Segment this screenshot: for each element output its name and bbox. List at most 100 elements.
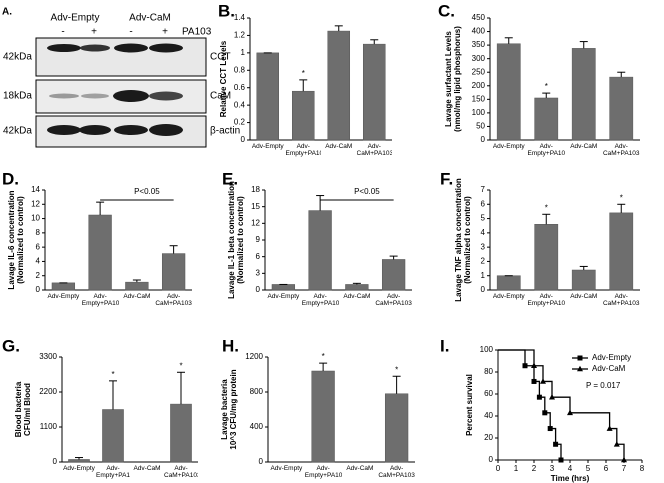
bar xyxy=(308,210,332,291)
bar xyxy=(311,370,335,463)
x-tick-label: Adv-CaM+PA103 xyxy=(375,293,412,308)
survival-line xyxy=(498,349,562,460)
annotation: P = 0.017 xyxy=(586,381,621,390)
x-tick-label-box: Adv-Empty xyxy=(252,143,284,150)
significance-marker: * xyxy=(545,203,548,212)
x-tick-label: Adv-Empty+PA103 xyxy=(301,293,339,308)
significance-marker: * xyxy=(545,82,548,91)
y-tick-label: 12 xyxy=(251,218,260,227)
x-tick-label: Adv-CaM xyxy=(346,465,374,472)
x-tick-label-box: Adv-Empty+PA103 xyxy=(527,143,566,158)
size-label: 42kDa xyxy=(3,52,32,63)
y-tick-label: 350 xyxy=(472,40,486,49)
y-axis-label: (Normalized to control) xyxy=(16,196,25,284)
y-tick-label: 1.4 xyxy=(234,13,246,22)
y-axis-label: Lavage bacteria xyxy=(220,379,229,440)
y-tick-label: 100 xyxy=(472,108,486,117)
y-tick-label: 2200 xyxy=(39,387,57,396)
y-tick-label: 3300 xyxy=(39,352,57,361)
y-tick-label: 450 xyxy=(472,13,486,22)
x-tick-label: Adv-Empty+PA103 xyxy=(527,143,566,158)
y-tick-label: 200 xyxy=(472,81,486,90)
significance-marker: * xyxy=(620,193,623,202)
bar xyxy=(345,284,369,291)
x-tick-label-box: Adv-CaM xyxy=(570,143,597,150)
x-tick-label: Adv-CaM xyxy=(133,465,161,472)
band xyxy=(47,125,81,135)
y-tick-label: 1 xyxy=(241,48,246,57)
y-tick-label: 10 xyxy=(31,214,40,223)
y-tick-label: 0 xyxy=(481,135,486,144)
y-tick-label: 0.4 xyxy=(234,100,246,109)
bar xyxy=(102,409,124,463)
row-label: CCT xyxy=(210,52,231,63)
y-tick-label: 0 xyxy=(241,135,246,144)
y-tick-label: 0 xyxy=(36,285,41,294)
bar xyxy=(496,43,521,141)
x-tick-label-box: Adv-CaM+PA103 xyxy=(378,465,415,479)
y-tick-label: 0.2 xyxy=(234,118,246,127)
x-tick-label-box: Adv-CaM+PA103 xyxy=(603,143,640,157)
x-tick-label-box: Adv-Empty+PA103 xyxy=(305,465,342,479)
band xyxy=(149,91,183,101)
x-tick-label-box: Adv-Empty+PA103 xyxy=(82,293,119,307)
y-tick-label: 1100 xyxy=(40,422,58,431)
x-tick-label: Adv-Empty xyxy=(63,465,95,472)
point xyxy=(540,378,546,384)
y-axis-label: Percent survival xyxy=(465,374,474,436)
y-tick-label: 14 xyxy=(31,185,40,194)
row-label: CaM xyxy=(210,91,231,102)
y-tick-label: 7 xyxy=(481,185,486,194)
x-tick-label: 7 xyxy=(622,464,627,473)
significance-marker: * xyxy=(302,69,305,78)
band xyxy=(149,124,183,136)
survival-line xyxy=(498,349,625,460)
y-tick-label: 0 xyxy=(256,285,261,294)
band xyxy=(149,43,183,53)
point xyxy=(621,456,627,463)
band xyxy=(49,93,79,99)
size-label: 18kDa xyxy=(3,91,32,102)
x-tick-label-box: Adv-CaM xyxy=(123,293,151,300)
panel-letter: B. xyxy=(218,1,235,20)
x-tick-label: 5 xyxy=(586,464,591,473)
x-tick-label: Adv-CaM xyxy=(325,143,353,150)
x-tick-label: Adv-Empty xyxy=(267,293,300,300)
point xyxy=(547,426,553,432)
y-axis-label: Lavage IL-6 concentration xyxy=(7,190,16,289)
x-tick-label-box: Adv-CaM xyxy=(346,465,374,472)
comparison-label: P<0.05 xyxy=(134,187,160,196)
y-tick-label: 0.8 xyxy=(234,65,246,74)
bar xyxy=(161,253,186,291)
bar xyxy=(571,269,596,291)
point xyxy=(558,457,564,463)
y-axis-label: Lavage IL-1 beta concentration xyxy=(227,181,236,299)
y-tick-label: 15 xyxy=(251,202,260,211)
y-tick-label: 2 xyxy=(481,257,486,266)
band xyxy=(114,43,148,53)
band xyxy=(113,90,149,102)
x-tick-label: 2 xyxy=(532,464,537,473)
point xyxy=(606,425,613,431)
y-tick-label: 5 xyxy=(481,214,486,223)
band xyxy=(79,125,111,135)
y-axis-label: 10^3 CFU/mg protein xyxy=(229,369,238,449)
y-tick-label: 250 xyxy=(472,67,486,76)
y-axis-label: Relative CCT Levels xyxy=(219,40,228,117)
x-tick-label: Adv-Empty xyxy=(270,465,303,472)
point xyxy=(567,409,573,416)
sign: + xyxy=(91,27,97,38)
x-tick-label-box: Adv-Empty xyxy=(493,143,525,150)
bar xyxy=(327,30,351,141)
y-axis-label: Blood bacteria xyxy=(14,381,23,437)
x-tick-label-box: Adv-Empty+PA103 xyxy=(301,293,339,308)
y-tick-label: 300 xyxy=(472,54,486,63)
x-tick-label-box: Adv-Empty xyxy=(493,293,525,300)
x-tick-label: Adv-CaM xyxy=(123,293,151,300)
row-label: β-actin xyxy=(210,126,240,137)
bar xyxy=(609,212,634,291)
sign: - xyxy=(61,27,64,38)
y-tick-label: 1200 xyxy=(245,352,263,361)
y-axis-label: (nmol/mg lipid phosphorus) xyxy=(453,26,462,132)
